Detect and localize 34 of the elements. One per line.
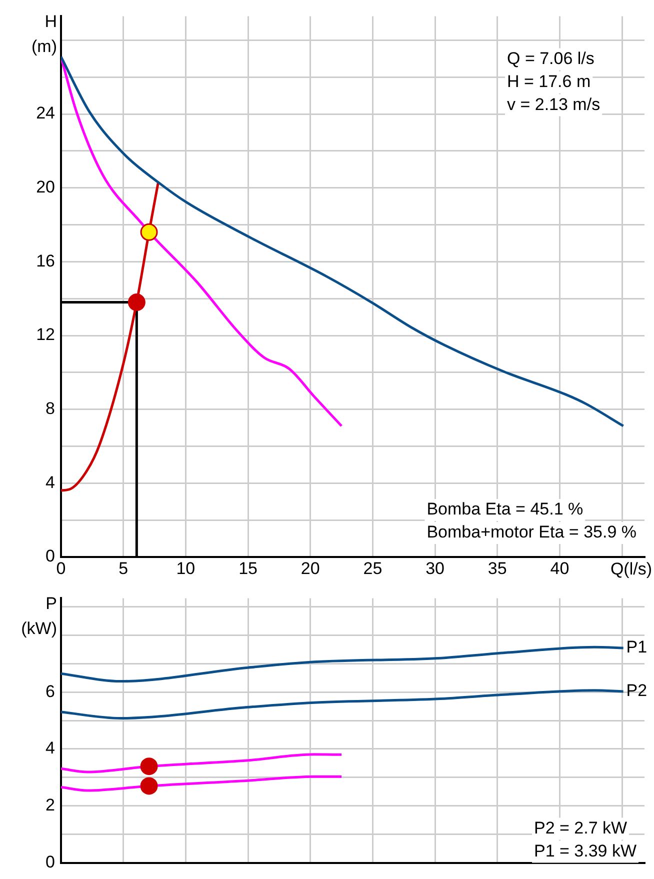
annotation: P1 = 3.39 kW [534,841,637,860]
y-tick-label: 4 [46,472,55,492]
annotation: v = 2.13 m/s [507,94,600,114]
y-tick-label: 0 [46,546,55,566]
annotation: Bomba Eta = 45.1 % [426,500,584,519]
y-tick-label: 0 [46,852,55,872]
x-tick-label: 20 [300,558,320,578]
x-tick-label: 10 [176,558,196,578]
line-series [61,689,625,720]
annotation: P2 = 2.7 kW [534,818,628,838]
y-tick-label: 20 [36,178,55,197]
line-series [61,646,625,683]
line-series [61,181,160,492]
y-tick-label: 8 [46,399,55,418]
series-label: P2 [626,681,648,700]
x-axis-title: Q(l/s) [610,560,652,579]
y-tick-label: 4 [46,738,55,758]
x-tick-label: 30 [426,558,444,578]
annotation: H = 17.6 m [507,72,591,91]
y-axis-title: H (m) [32,12,57,56]
x-tick-label: 5 [118,558,128,578]
y-tick-label: 6 [46,682,55,701]
x-tick-label: 15 [238,558,258,578]
annotation: Q = 7.06 l/s [507,48,594,68]
y-axis-title: P (kW) [21,594,57,638]
x-tick-label: 25 [363,558,382,578]
series-label: P1 [626,638,648,657]
y-tick-label: 12 [36,325,55,344]
x-tick-label: 40 [550,558,570,578]
annotation: Bomba+motor Eta = 35.9 % [426,522,637,542]
y-tick-label: 2 [46,796,55,815]
y-tick-label: 16 [36,251,55,270]
x-tick-label: 35 [488,558,507,578]
y-tick-label: 24 [36,104,55,123]
